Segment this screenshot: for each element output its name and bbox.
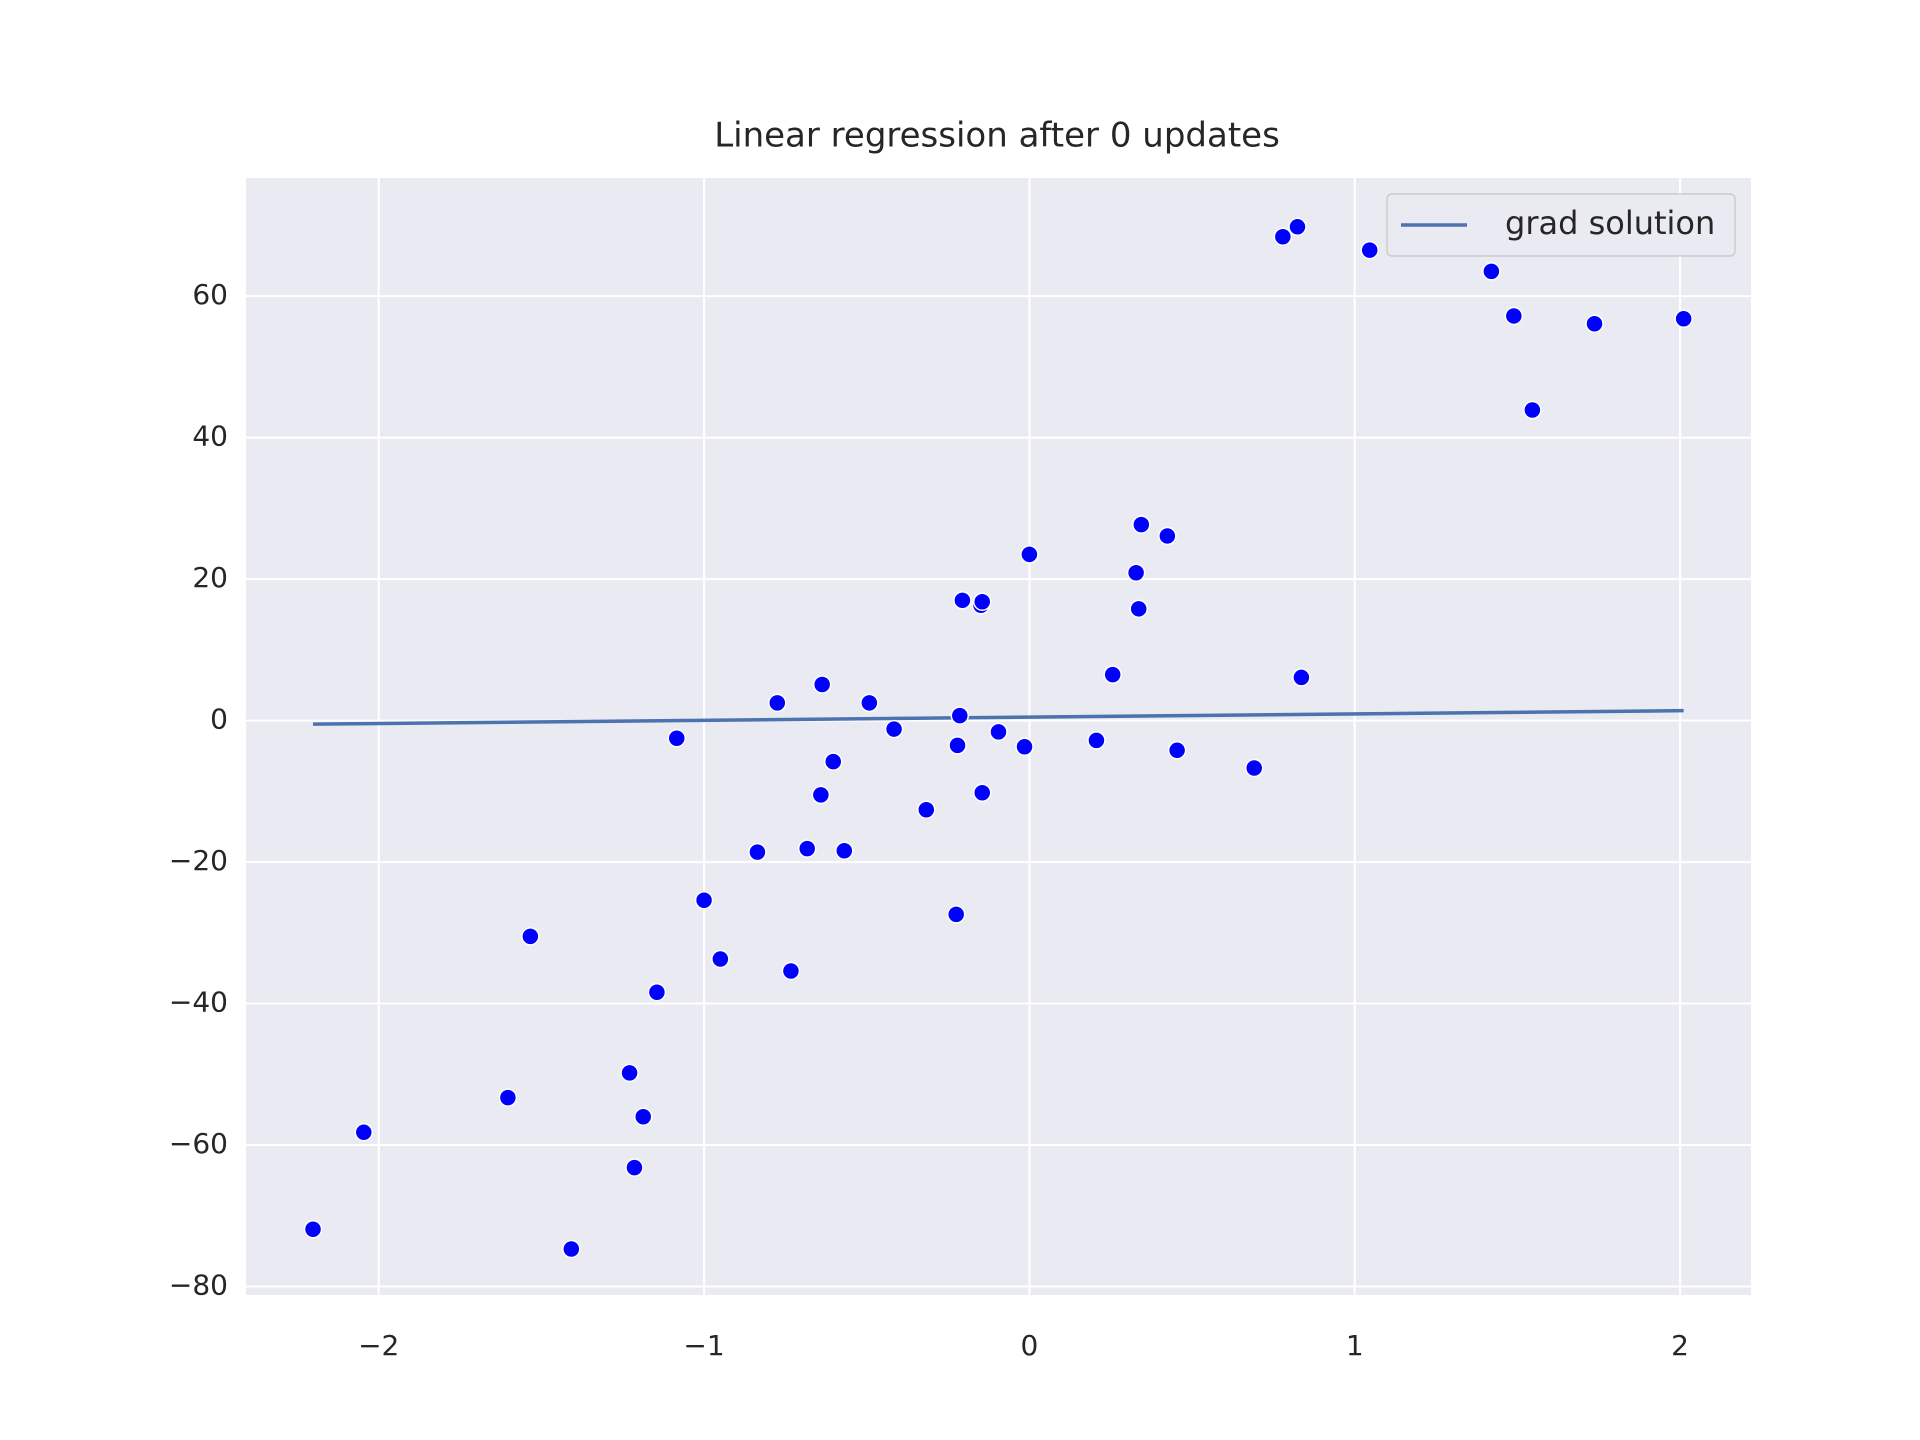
scatter-point — [667, 729, 686, 748]
scatter-point — [1288, 217, 1307, 237]
scatter-point — [781, 961, 801, 981]
scatter-point — [711, 949, 730, 969]
scatter-point — [1167, 741, 1187, 760]
grid — [246, 178, 1751, 1295]
scatter-point — [1585, 314, 1604, 333]
y-tick-label: −60 — [169, 1127, 228, 1160]
y-tick-label: −80 — [169, 1269, 228, 1302]
legend: grad solution — [1386, 193, 1736, 257]
scatter-point — [917, 800, 936, 819]
scatter-point — [620, 1063, 639, 1083]
scatter-point — [1158, 526, 1177, 546]
scatter-point — [625, 1158, 644, 1177]
scatter-point — [811, 785, 831, 805]
x-tick-label: 2 — [1671, 1329, 1689, 1362]
scatter-point — [633, 1107, 653, 1126]
x-tick-label: 1 — [1346, 1329, 1364, 1362]
scatter-point — [1482, 262, 1501, 281]
scatter-point — [948, 736, 967, 755]
regression-line — [313, 708, 1684, 726]
scatter-point — [823, 752, 843, 771]
scatter-point — [303, 1219, 323, 1239]
scatter-point — [1292, 668, 1311, 687]
scatter-point — [972, 592, 992, 611]
scatter-point — [946, 905, 966, 924]
y-tick-label: −20 — [169, 844, 228, 877]
x-tick-label: 0 — [1020, 1329, 1038, 1362]
legend-box — [1386, 193, 1736, 257]
scatter-point — [1132, 515, 1151, 534]
scatter-point — [812, 675, 832, 694]
scatter-point — [768, 693, 787, 713]
scatter-point — [1504, 306, 1524, 326]
scatter-point — [950, 706, 970, 725]
y-tick-label: 0 — [210, 703, 228, 736]
scatter-point — [860, 693, 879, 713]
scatter-point — [1273, 227, 1293, 246]
scatter-point — [1015, 737, 1034, 757]
x-tick-label: −1 — [683, 1329, 724, 1362]
scatter-point — [1244, 758, 1264, 778]
scatter-point — [1126, 563, 1146, 582]
scatter-point — [972, 783, 992, 802]
scatter-point — [797, 839, 817, 858]
y-tick-label: 60 — [192, 278, 228, 311]
scatter-point — [498, 1088, 518, 1107]
chart-title: Linear regression after 0 updates — [714, 116, 1280, 156]
scatter-point — [354, 1123, 374, 1142]
scatter-point — [953, 591, 972, 610]
scatter-point — [1103, 665, 1122, 684]
scatter-point — [562, 1239, 581, 1259]
y-tick-label: −40 — [169, 986, 228, 1019]
legend-label: grad solution — [1505, 204, 1715, 242]
scatter-point — [1129, 599, 1148, 619]
scatter-point — [1087, 731, 1106, 750]
scatter-point — [1523, 400, 1542, 420]
scatter-point — [835, 841, 854, 860]
scatter-point — [647, 982, 667, 1002]
scatter-point — [521, 927, 540, 946]
y-tick-label: 20 — [192, 561, 228, 594]
scatter-point — [1360, 240, 1379, 260]
scatter-point — [989, 722, 1008, 742]
scatter-point — [748, 842, 767, 862]
scatter-point — [1020, 545, 1039, 564]
y-tick-label: 40 — [192, 420, 228, 453]
scatter-point — [694, 891, 714, 910]
scatter-point — [1674, 309, 1693, 329]
scatter-point — [884, 719, 904, 739]
x-tick-label: −2 — [358, 1329, 399, 1362]
